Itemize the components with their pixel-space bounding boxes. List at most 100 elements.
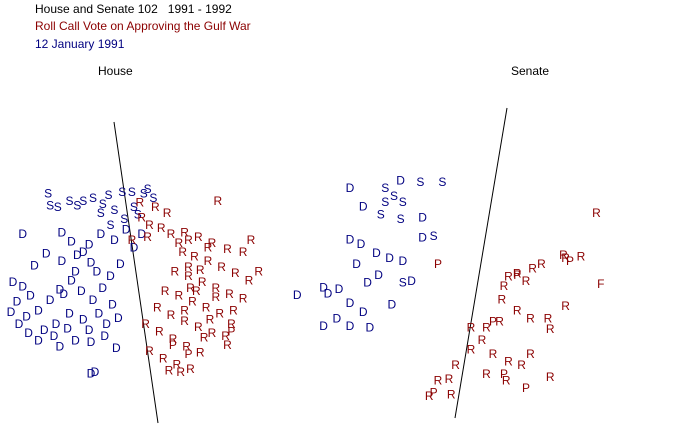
house-point-r: R (170, 265, 179, 279)
house-point-r: R (151, 200, 160, 214)
house-point-d: D (102, 317, 111, 331)
house-point-s: S (118, 185, 126, 199)
senate-point-r: R (497, 293, 506, 307)
senate-point-r: R (526, 347, 535, 361)
senate-point-d: D (319, 319, 328, 333)
senate-point-s: S (381, 181, 389, 195)
senate-point-r: R (451, 358, 460, 372)
senate-point-d: D (346, 296, 355, 310)
senate-point-d: D (357, 237, 366, 251)
house-point-s: S (73, 199, 81, 213)
house-point-r: R (208, 236, 217, 250)
senate-point-r: R (522, 274, 531, 288)
senate-point-s: S (438, 175, 446, 189)
senate-point-d: D (418, 231, 427, 245)
house-point-d: D (87, 256, 96, 270)
house-point-d: D (91, 365, 100, 379)
senate-point-r: R (467, 321, 476, 335)
house-point-r: R (213, 194, 222, 208)
house-point-d: D (13, 295, 22, 309)
house-point-r: R (169, 332, 178, 346)
chart-date: 12 January 1991 (35, 37, 125, 51)
house-point-r: R (245, 274, 254, 288)
senate-point-r: R (425, 389, 434, 403)
house-point-d: D (98, 281, 107, 295)
house-point-r: R (157, 221, 166, 235)
house-point-s: S (44, 187, 52, 201)
house-point-d: D (137, 227, 146, 241)
senate-point-r: R (504, 355, 513, 369)
senate-point-d: D (293, 288, 302, 302)
house-point-d: D (34, 304, 43, 318)
house-point-d: D (85, 323, 94, 337)
senate-point-r: R (546, 370, 555, 384)
senate-point-s: S (430, 229, 438, 243)
house-point-r: R (204, 241, 213, 255)
house-point-r: R (194, 320, 203, 334)
house-point-r: R (184, 233, 193, 247)
house-point-r: R (208, 326, 217, 340)
house-point-d: D (42, 247, 51, 261)
house-point-r: R (211, 281, 220, 295)
house-point-d: D (71, 265, 80, 279)
senate-point-r: R (537, 257, 546, 271)
senate-point-p: P (430, 386, 438, 400)
house-point-r: R (229, 304, 238, 318)
house-point-d: D (59, 287, 68, 301)
senate-point-d: D (346, 319, 355, 333)
senate-point-s: S (416, 175, 424, 189)
house-point-d: D (50, 329, 59, 343)
house-point-d: D (108, 298, 117, 312)
house-point-r: R (135, 196, 144, 210)
house-point-s: S (46, 199, 54, 213)
house-point-r: R (190, 250, 199, 264)
house-point-s: S (54, 200, 62, 214)
house-point-r: R (194, 230, 203, 244)
house-point-s: S (110, 203, 118, 217)
house-point-r: R (184, 260, 193, 274)
house-point-r: R (143, 230, 152, 244)
senate-point-s: S (377, 207, 385, 221)
house-point-d: D (57, 254, 66, 268)
senate-point-r: R (544, 311, 553, 325)
house-point-d: D (71, 334, 80, 348)
senate-point-d: D (335, 282, 344, 296)
house-point-r: R (217, 260, 226, 274)
house-point-r: R (167, 308, 176, 322)
house-point-r: R (163, 206, 172, 220)
senate-point-r: R (561, 251, 570, 265)
senate-point-r: R (482, 321, 491, 335)
senate-point-r: R (478, 333, 487, 347)
house-point-r: R (227, 317, 236, 331)
senate-point-d: D (332, 311, 341, 325)
senate-point-d: D (359, 200, 368, 214)
house-point-r: R (198, 275, 207, 289)
house-point-d: D (67, 235, 76, 249)
house-point-r: R (247, 233, 256, 247)
house-point-d: D (15, 317, 24, 331)
house-point-d: D (85, 238, 94, 252)
house-point-r: R (165, 364, 174, 378)
house-point-s: S (104, 188, 112, 202)
house-point-r: R (153, 301, 162, 315)
senate-point-s: S (399, 195, 407, 209)
house-point-d: D (22, 310, 31, 324)
chart-subtitle: Roll Call Vote on Approving the Gulf War (35, 19, 251, 33)
house-point-r: R (223, 242, 232, 256)
senate-point-r: R (500, 279, 509, 293)
house-point-r: R (186, 281, 195, 295)
house-cutting-line (113, 121, 159, 424)
house-point-s: S (144, 182, 152, 196)
house-point-s: S (97, 206, 105, 220)
house-point-d: D (67, 274, 76, 288)
senate-point-r: R (528, 262, 537, 276)
chart-title: House and Senate 102 1991 - 1992 (35, 2, 232, 16)
house-point-r: R (188, 295, 197, 309)
house-point-r: R (196, 263, 205, 277)
senate-point-r: R (577, 249, 586, 263)
house-point-p: P (227, 325, 235, 339)
house-point-d: D (116, 257, 125, 271)
house-point-d: D (52, 317, 61, 331)
senate-point-d: D (398, 254, 407, 268)
house-point-r: R (172, 358, 181, 372)
